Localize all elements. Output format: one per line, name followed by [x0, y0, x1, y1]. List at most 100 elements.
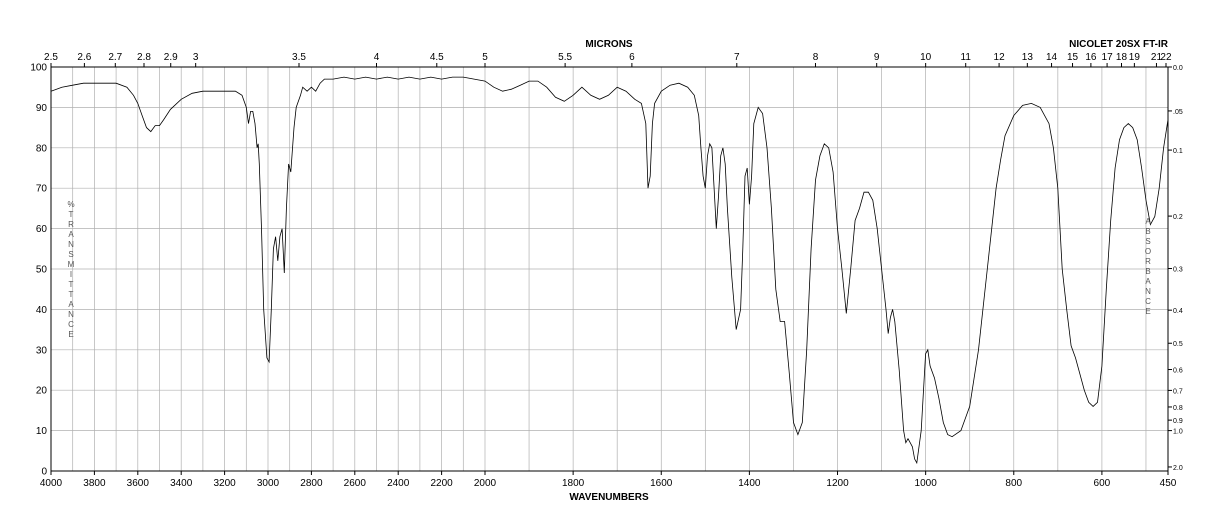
x-tick-label: 2400 — [387, 478, 410, 489]
absorbance-tick-label: 0.1 — [1173, 148, 1183, 155]
y-axis-ticks: 0 10 20 30 40 50 60 70 80 90 100 — [30, 63, 47, 478]
grid — [50, 66, 1168, 472]
y-axis-label-right-letter: S — [1145, 237, 1150, 246]
y-axis-label-right-letter: N — [1145, 287, 1151, 296]
x-tick-label: 1800 — [562, 478, 585, 489]
micron-tick-label: 11 — [961, 52, 972, 63]
x-tick-label: 2200 — [430, 478, 453, 489]
micron-tick-label: 18 — [1116, 52, 1128, 63]
y-axis-label-left-letter: C — [68, 320, 74, 329]
absorbance-tick-label: 0.9 — [1173, 418, 1183, 425]
x-tick-label: 3000 — [257, 478, 280, 489]
absorbance-tick-label: 0.0 — [1173, 65, 1183, 72]
absorbance-tick-label: 0.6 — [1173, 368, 1183, 375]
absorbance-tick-label: 2.0 — [1173, 465, 1183, 472]
micron-tick-label: 3.5 — [292, 52, 306, 63]
y-tick-label: 80 — [36, 143, 48, 154]
y-tick-label: 90 — [36, 103, 48, 114]
spectrum-line — [50, 76, 1169, 465]
x-tick-label: 3600 — [127, 478, 150, 489]
micron-tick-label: 19 — [1129, 52, 1141, 63]
absorbance-tick-label: 0.7 — [1173, 388, 1183, 395]
chart-title: MICRONS — [585, 39, 633, 50]
micron-tick-label: 15 — [1067, 52, 1079, 63]
y-tick-label: 100 — [30, 63, 47, 74]
x-tick-label: 3400 — [170, 478, 193, 489]
x-tick-label: 2800 — [300, 478, 323, 489]
micron-tick-label: 8 — [813, 52, 819, 63]
y-tick-label: 40 — [36, 305, 48, 316]
y-axis-label-right-letter: B — [1145, 227, 1150, 236]
micron-tick-label: 2.5 — [44, 52, 58, 63]
x-tick-label: 600 — [1094, 478, 1111, 489]
y-axis-label-left-letter: N — [68, 310, 74, 319]
micron-tick-label: 2.8 — [137, 52, 151, 63]
x-tick-label: 4000 — [40, 478, 63, 489]
x-tick-label: 3200 — [213, 478, 236, 489]
micron-tick-label: 2.7 — [108, 52, 122, 63]
absorbance-tick-label: 0.3 — [1173, 267, 1183, 274]
absorbance-tick-label: 1.0 — [1173, 429, 1183, 436]
instrument-label: NICOLET 20SX FT-IR — [1069, 39, 1169, 50]
y-axis-label-right-letter: R — [1145, 257, 1151, 266]
micron-tick-label: 5.5 — [558, 52, 572, 63]
y-axis-label-left-letter: T — [69, 210, 74, 219]
micron-tick-label: 17 — [1102, 52, 1114, 63]
micron-tick-label: 9 — [874, 52, 880, 63]
y-axis-label-left-letter: A — [68, 230, 74, 239]
micron-tick-label: 13 — [1022, 52, 1034, 63]
y-axis-label-left-letter: T — [69, 290, 74, 299]
micron-tick-label: 4.5 — [430, 52, 444, 63]
absorbance-tick-label: 0.4 — [1173, 308, 1183, 315]
absorbance-axis-ticks: 0.0 .05 0.1 0.2 0.3 0.4 0.5 0.6 0.7 0.8 0.9 1.0 2.0 — [1168, 65, 1183, 472]
micron-tick-label: 2.6 — [77, 52, 91, 63]
micron-tick-label: 22 — [1160, 52, 1172, 63]
x-tick-label: 1000 — [915, 478, 938, 489]
micron-tick-label: 12 — [994, 52, 1006, 63]
y-axis-label-right-letter: C — [1145, 297, 1151, 306]
y-axis-label-left-letter: A — [68, 300, 74, 309]
y-tick-label: 10 — [36, 426, 48, 437]
x-tick-label: 1400 — [738, 478, 761, 489]
micron-tick-label: 5 — [482, 52, 488, 63]
x-tick-label: 1200 — [826, 478, 849, 489]
y-tick-label: 0 — [41, 467, 47, 478]
micron-tick-label: 21 — [1151, 52, 1163, 63]
plot-frame — [50, 66, 1169, 472]
x-tick-label: 800 — [1005, 478, 1022, 489]
y-axis-label-right-letter: A — [1145, 217, 1151, 226]
x-axis-ticks: 4000 3800 3600 3400 3200 3000 2800 2600 2400 2200… — [40, 471, 1177, 489]
micron-tick-label: 3 — [193, 52, 199, 63]
micron-tick-label: 14 — [1046, 52, 1058, 63]
x-tick-label: 2600 — [344, 478, 367, 489]
y-tick-label: 30 — [36, 345, 48, 356]
y-tick-label: 70 — [36, 184, 48, 195]
micron-tick-label: 4 — [374, 52, 380, 63]
absorbance-tick-label: 0.5 — [1173, 341, 1183, 348]
absorbance-tick-label: 0.2 — [1173, 214, 1183, 221]
y-axis-label-left-letter: I — [70, 270, 72, 279]
micron-tick-label: 7 — [734, 52, 740, 63]
y-axis-label-left-letter: S — [68, 250, 73, 259]
micron-tick-label: 10 — [920, 52, 932, 63]
y-tick-label: 50 — [36, 265, 48, 276]
y-axis-label-left-letter: R — [68, 220, 74, 229]
y-axis-label-left-letter: T — [69, 280, 74, 289]
y-axis-label-left-letter: E — [68, 330, 73, 339]
x-tick-label: 1600 — [650, 478, 673, 489]
y-axis-label-left-letter: N — [68, 240, 74, 249]
micron-axis-ticks: 2.5 2.6 2.7 2.8 2.9 3 3.5 4 4.5 5 5.5 6 7 8 9 10 11 12 13 1… — [44, 52, 1172, 67]
y-axis-label-right-letter: O — [1145, 247, 1151, 256]
micron-tick-label: 16 — [1085, 52, 1097, 63]
y-axis-label-right-letter: E — [1145, 307, 1150, 316]
y-tick-label: 60 — [36, 224, 48, 235]
y-axis-label-right-letter: A — [1145, 277, 1151, 286]
x-tick-label: 3800 — [83, 478, 106, 489]
y-tick-label: 20 — [36, 386, 48, 397]
absorbance-tick-label: .05 — [1173, 109, 1183, 116]
micron-tick-label: 6 — [629, 52, 635, 63]
x-axis-label: WAVENUMBERS — [569, 492, 649, 503]
